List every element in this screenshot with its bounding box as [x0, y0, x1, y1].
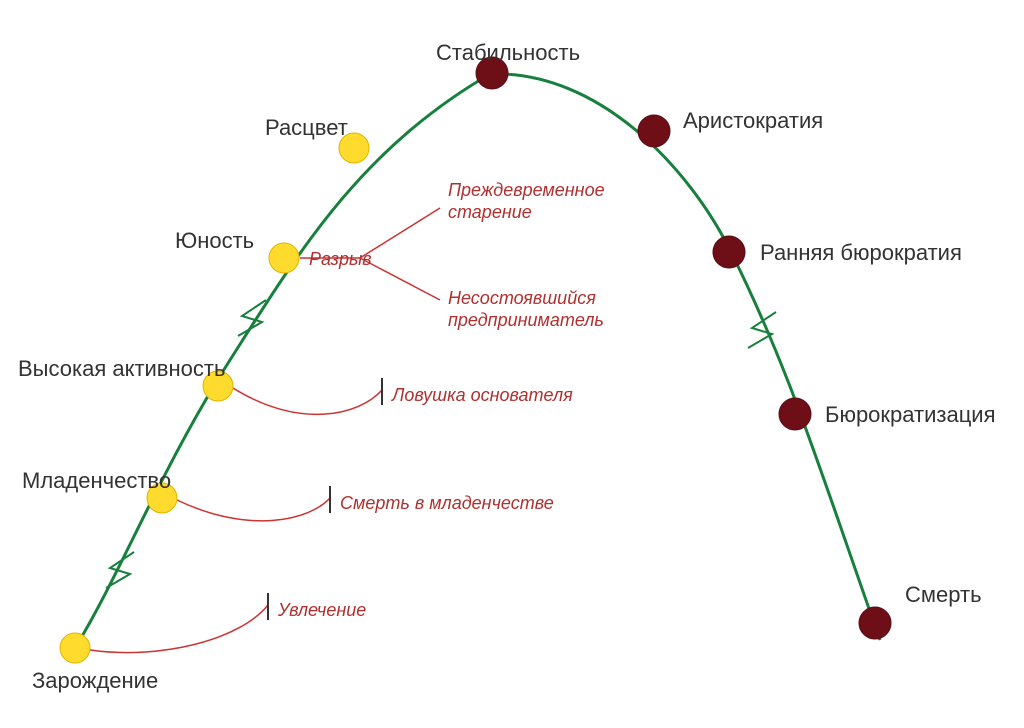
node-youth	[269, 243, 299, 273]
node-birth	[60, 633, 90, 663]
risk-label-aging-2: старение	[448, 202, 532, 223]
risk-arc-line-1	[177, 498, 330, 521]
youth-branch-down	[360, 258, 440, 300]
stage-label-youth: Юность	[175, 228, 254, 254]
risk-label-0: Увлечение	[278, 600, 366, 621]
risk-arc-line-0	[90, 605, 268, 653]
risk-label-1: Смерть в младенчестве	[340, 493, 554, 514]
node-death	[859, 607, 891, 639]
zigzag-mark-1	[238, 300, 266, 336]
stage-label-birth: Зарождение	[32, 668, 158, 694]
stage-label-stable: Стабильность	[436, 40, 580, 66]
stage-label-bur: Бюрократизация	[825, 402, 996, 428]
risk-label-razryv: Разрыв	[309, 249, 372, 270]
risk-label-failed-2: предприниматель	[448, 310, 604, 331]
stage-label-gogo: Высокая активность	[18, 356, 225, 382]
risk-label-aging-1: Преждевременное	[448, 180, 605, 201]
stage-label-prime: Расцвет	[265, 115, 348, 141]
node-earlybur	[713, 236, 745, 268]
stage-label-death: Смерть	[905, 582, 982, 608]
stage-label-aristo: Аристократия	[683, 108, 823, 134]
stage-label-earlybur: Ранняя бюрократия	[760, 240, 962, 266]
risk-label-failed-1: Несостоявшийся	[448, 288, 596, 309]
risk-label-2: Ловушка основателя	[392, 385, 573, 406]
node-aristo	[638, 115, 670, 147]
node-bur	[779, 398, 811, 430]
youth-branch-up	[360, 208, 440, 258]
risk-arc-line-2	[233, 388, 382, 414]
stage-label-infancy: Младенчество	[22, 468, 171, 494]
lifecycle-diagram: Зарождение Младенчество Высокая активность…	[0, 0, 1024, 728]
